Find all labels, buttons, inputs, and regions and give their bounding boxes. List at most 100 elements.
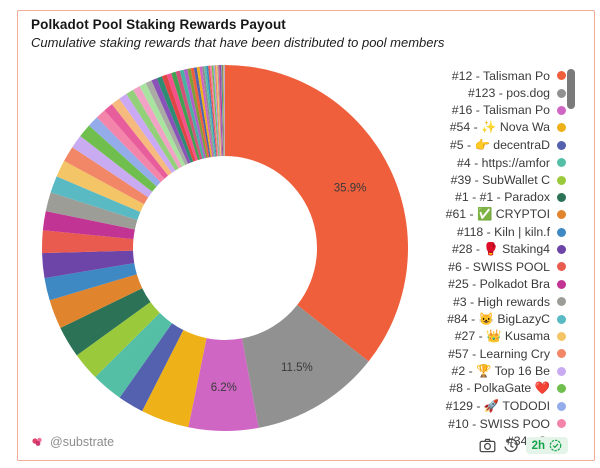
pie-slice[interactable]: [156, 76, 194, 163]
pie-slice[interactable]: [142, 330, 207, 428]
legend-item[interactable]: #2 - 🏆 Top 16 Be: [346, 363, 566, 380]
pie-slice[interactable]: [50, 176, 141, 221]
pie-slice[interactable]: [42, 211, 135, 240]
pie-slice[interactable]: [193, 67, 211, 158]
legend-item[interactable]: #1 - #1 - Paradox: [346, 189, 566, 206]
pie-slice[interactable]: [44, 263, 137, 301]
pie-slice[interactable]: [201, 66, 215, 157]
legend-color-dot: [557, 158, 566, 168]
camera-icon[interactable]: [479, 438, 496, 453]
legend-item[interactable]: #27 - 👑 Kusama: [346, 328, 566, 345]
history-icon[interactable]: [503, 437, 519, 454]
pie-slice[interactable]: [126, 89, 179, 171]
legend-item[interactable]: #3 - High rewards: [346, 293, 566, 310]
refresh-badge[interactable]: 2h: [525, 437, 568, 454]
pie-slice[interactable]: [221, 65, 224, 157]
pie-slice[interactable]: [76, 301, 160, 378]
pie-slice[interactable]: [42, 250, 135, 279]
legend-item[interactable]: #8 - PolkaGate ❤️: [346, 380, 566, 397]
legend-item[interactable]: #54 - ✨ Nova Wa: [346, 119, 566, 136]
pie-slice[interactable]: [49, 274, 143, 328]
pie-slice[interactable]: [72, 136, 153, 198]
pie-slice[interactable]: [80, 125, 157, 192]
legend-item[interactable]: #123 - pos.dog: [346, 84, 566, 101]
legend-color-dot: [557, 192, 566, 202]
legend-item[interactable]: #129 - 🚀 TODODI: [346, 397, 566, 414]
pie-slice[interactable]: [190, 67, 210, 158]
pie-slice[interactable]: [89, 117, 161, 187]
pie-slice[interactable]: [204, 65, 216, 157]
pie-slice[interactable]: [219, 65, 223, 157]
legend-color-dot: [557, 314, 566, 324]
pie-slice[interactable]: [223, 64, 225, 156]
pie-slice[interactable]: [199, 66, 214, 157]
pie-slice[interactable]: [179, 69, 205, 159]
pie-slice[interactable]: [213, 65, 220, 157]
legend-item[interactable]: #4 - https://amfor: [346, 154, 566, 171]
pie-slice[interactable]: [56, 160, 145, 212]
chart-card: Polkadot Pool Staking Rewards Payout Cum…: [17, 10, 595, 461]
pie-slice[interactable]: [208, 65, 218, 157]
pie-slice[interactable]: [133, 86, 183, 169]
legend-color-dot: [557, 366, 566, 376]
pie-slice[interactable]: [188, 338, 259, 432]
legend-item[interactable]: #12 - Talisman Po: [346, 67, 566, 84]
pie-slice[interactable]: [221, 65, 224, 157]
pie-slice[interactable]: [111, 98, 172, 176]
pie-slice[interactable]: [211, 65, 220, 157]
legend-item[interactable]: #16 - Talisman Po: [346, 102, 566, 119]
legend-item-label: #54 - ✨ Nova Wa: [449, 120, 550, 135]
pie-slice[interactable]: [119, 323, 184, 412]
pie-slice[interactable]: [64, 147, 149, 205]
pie-slice[interactable]: [175, 70, 203, 160]
legend-item[interactable]: #5 - 👉 decentraD: [346, 137, 566, 154]
legend-item[interactable]: #61 - ✅ CRYPTOI: [346, 206, 566, 223]
legend-item[interactable]: #118 - Kiln | kiln.f: [346, 224, 566, 241]
pie-slice[interactable]: [206, 65, 217, 157]
pie-slice[interactable]: [151, 78, 191, 164]
legend-item[interactable]: #6 - SWISS POOL: [346, 258, 566, 275]
pie-slice[interactable]: [224, 64, 225, 156]
pie-slice[interactable]: [145, 80, 189, 166]
legend-item-label: #84 - 😺 BigLazyC: [447, 311, 550, 326]
legend-item[interactable]: #28 - 🥊 Staking4: [346, 241, 566, 258]
legend-color-dot: [557, 227, 566, 237]
legend-item[interactable]: #84 - 😺 BigLazyC: [346, 310, 566, 327]
pie-slice[interactable]: [119, 93, 176, 173]
pie-slice[interactable]: [95, 312, 173, 398]
legend-item[interactable]: #57 - Learning Cry: [346, 345, 566, 362]
legend-color-dot: [557, 297, 566, 307]
pie-slice[interactable]: [139, 83, 186, 167]
pie-slice[interactable]: [41, 230, 134, 254]
pie-slice[interactable]: [209, 65, 219, 157]
legend-item[interactable]: #39 - SubWallet C: [346, 171, 566, 188]
legend-item-label: #25 - Polkadot Bra: [448, 277, 550, 292]
attribution[interactable]: @substrate: [31, 435, 114, 449]
legend-item[interactable]: #10 - SWISS POO: [346, 415, 566, 432]
pie-slice[interactable]: [222, 65, 225, 157]
pie-slice[interactable]: [220, 65, 224, 157]
legend-item-label: #10 - SWISS POO: [448, 416, 550, 431]
pie-slice[interactable]: [225, 65, 409, 362]
pie-slice[interactable]: [218, 65, 223, 157]
legend-scrollbar-thumb[interactable]: [567, 69, 575, 109]
pie-slice[interactable]: [96, 110, 165, 183]
pie-slice[interactable]: [171, 71, 201, 161]
pie-slice[interactable]: [166, 73, 198, 161]
pie-slice[interactable]: [241, 305, 369, 428]
pie-slice[interactable]: [223, 65, 225, 156]
legend-item[interactable]: #25 - Polkadot Bra: [346, 276, 566, 293]
pie-slice[interactable]: [217, 65, 222, 157]
pie-slice[interactable]: [104, 104, 169, 179]
pie-slice[interactable]: [187, 68, 208, 158]
legend-color-dot: [557, 279, 566, 289]
donut-chart[interactable]: 35.9% 11.5% 6.2%: [18, 57, 438, 449]
pie-slice[interactable]: [216, 65, 222, 157]
pie-slice[interactable]: [45, 192, 138, 230]
pie-slice[interactable]: [183, 68, 207, 159]
pie-slice[interactable]: [161, 74, 196, 162]
verified-check-icon: [549, 439, 562, 452]
pie-slice[interactable]: [214, 65, 221, 157]
pie-slice[interactable]: [60, 288, 151, 356]
pie-slice[interactable]: [196, 66, 213, 158]
